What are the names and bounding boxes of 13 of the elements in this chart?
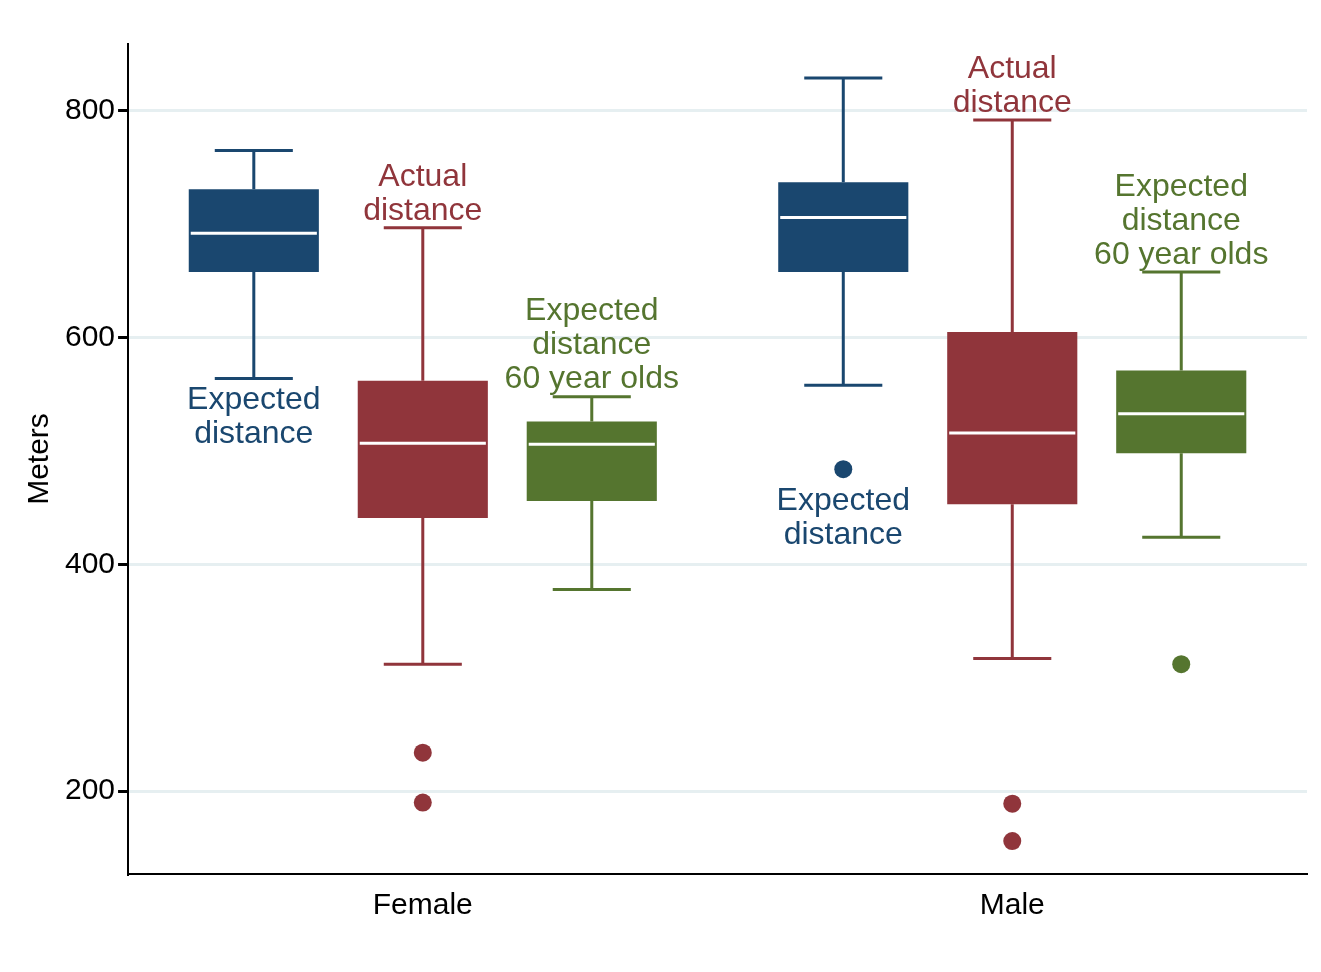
text: Actual distance: [363, 156, 483, 227]
y-axis-title: Meters: [21, 413, 55, 505]
text: Actual distance: [952, 48, 1072, 119]
text: Expected distance: [776, 481, 910, 552]
y-tick-label: 800: [64, 92, 116, 126]
y-tick-label: 400: [64, 545, 116, 579]
y-tick-label: 600: [64, 318, 116, 352]
text: Expected distance: [187, 380, 321, 451]
x-tick-label: Female: [372, 887, 473, 921]
series-label: Expected distance 60 year olds: [504, 291, 679, 396]
text: Expected distance 60 year olds: [1094, 166, 1269, 271]
x-tick-label: Male: [979, 887, 1045, 921]
y-tick-label: 200: [64, 772, 116, 806]
